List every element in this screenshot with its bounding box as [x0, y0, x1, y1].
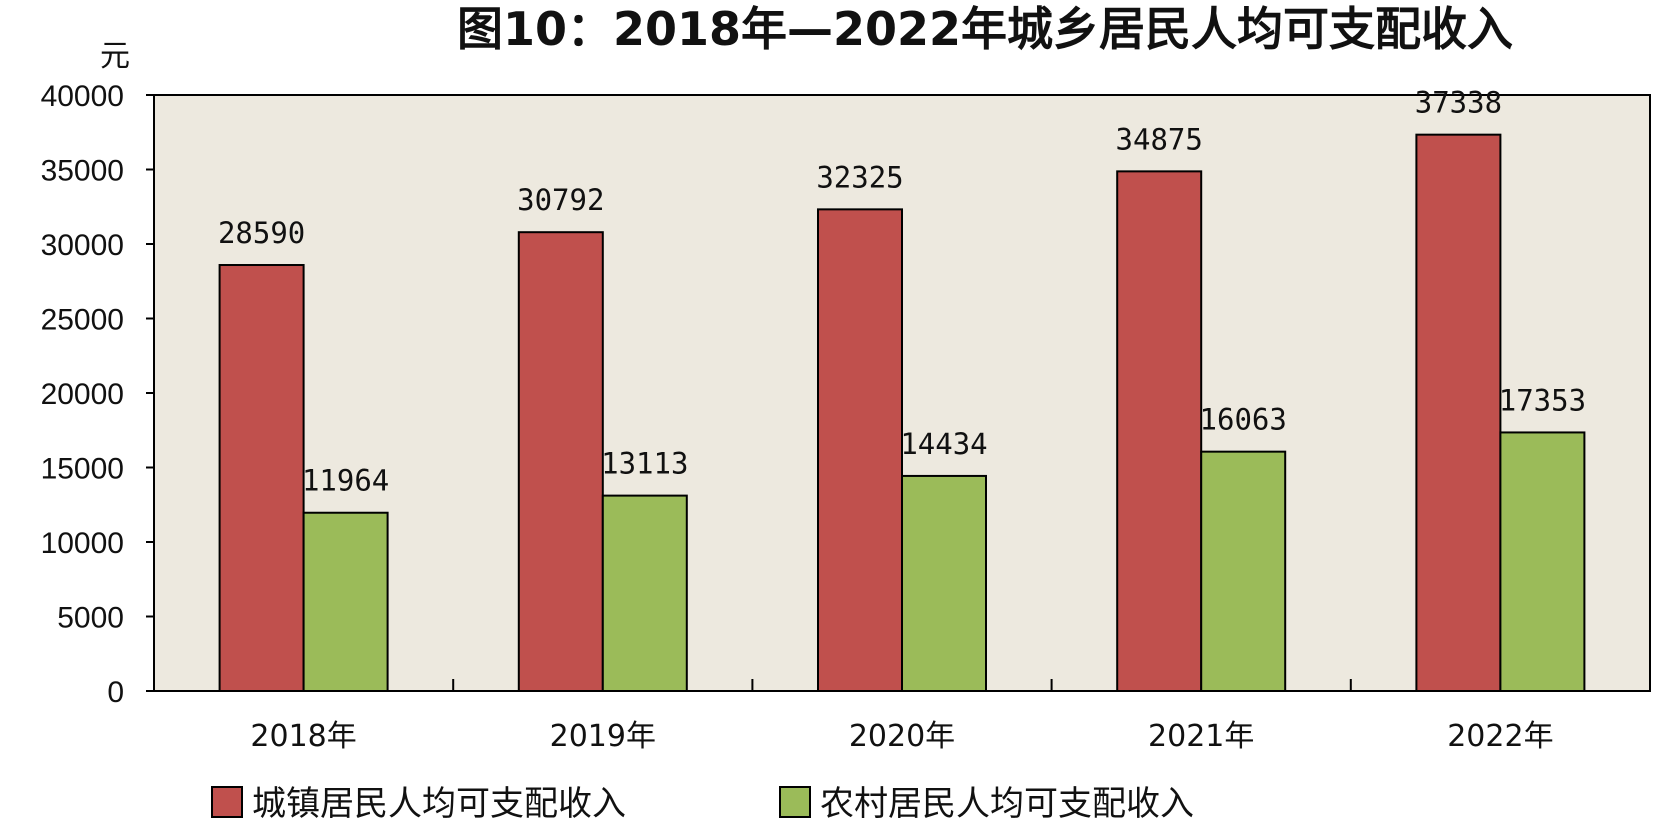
bar-series-1	[1116, 170, 1203, 693]
bar-series-2	[601, 494, 688, 692]
legend-swatch-1	[211, 786, 243, 818]
data-label: 14434	[900, 427, 987, 461]
y-tick-label: 10000	[41, 527, 124, 560]
bar-series-1	[218, 264, 305, 692]
data-label: 32325	[816, 160, 903, 194]
data-labels: 28590 30792 32325 34875 37338 11964 13113 14434…	[218, 86, 1586, 498]
bar-series-2	[901, 474, 987, 693]
data-label: 30792	[517, 183, 604, 217]
y-axis-unit: 元	[100, 39, 130, 74]
bar-series-1	[817, 208, 903, 692]
data-label: 13113	[601, 447, 688, 481]
bars	[218, 133, 1586, 693]
y-tick-label: 35000	[41, 155, 124, 188]
x-tick-label: 2022年	[1447, 719, 1553, 754]
data-label: 37338	[1415, 86, 1502, 120]
x-tick-label: 2019年	[550, 719, 656, 754]
legend-label-2: 农村居民人均可支配收入	[820, 784, 1194, 824]
data-label: 28590	[218, 216, 305, 250]
x-tick-label: 2018年	[250, 719, 356, 754]
legend: 城镇居民人均可支配收入 农村居民人均可支配收入	[211, 784, 1194, 824]
y-tick-label: 15000	[41, 453, 124, 486]
data-label: 11964	[302, 464, 389, 498]
x-axis-ticks: 2018年 2019年 2020年 2021年 2022年	[250, 679, 1554, 754]
legend-label-1: 城镇居民人均可支配收入	[252, 784, 626, 824]
bar-series-2	[302, 511, 389, 692]
chart-title: 图10：2018年—2022年城乡居民人均可支配收入	[457, 2, 1513, 56]
bar-series-1	[517, 231, 604, 693]
y-axis-ticks: 0 5000 10000 15000 20000 25000 30000 35000 40000	[41, 80, 154, 709]
data-label: 34875	[1116, 122, 1203, 156]
data-label: 16063	[1200, 403, 1287, 437]
x-tick-label: 2020年	[849, 719, 955, 754]
y-tick-label: 20000	[41, 378, 124, 411]
bar-series-1	[1415, 133, 1502, 692]
bar-series-2	[1499, 431, 1586, 692]
y-tick-label: 0	[107, 676, 124, 709]
x-tick-label: 2021年	[1148, 719, 1254, 754]
legend-swatch-2	[779, 786, 811, 818]
y-tick-label: 40000	[41, 80, 124, 113]
data-label: 17353	[1499, 383, 1586, 417]
y-tick-label: 25000	[41, 304, 124, 337]
y-tick-label: 5000	[57, 602, 124, 635]
bar-series-2	[1200, 450, 1287, 692]
y-tick-label: 30000	[41, 229, 124, 262]
